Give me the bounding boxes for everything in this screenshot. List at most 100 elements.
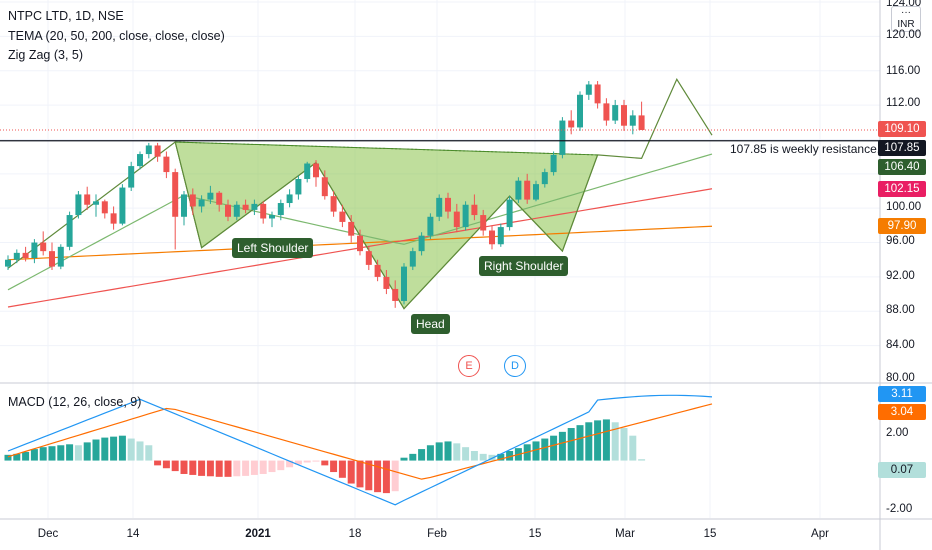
macd-histogram-bar [294, 460, 302, 465]
macd-histogram-bar [356, 460, 364, 488]
macd-histogram-bar [418, 449, 426, 461]
macd-legend[interactable]: MACD (12, 26, close, 9) [8, 395, 142, 409]
candle [348, 221, 355, 236]
y-tick-label: 100.00 [886, 201, 922, 213]
macd-histogram-bar [74, 445, 82, 461]
macd-histogram-bar [426, 445, 434, 461]
candle [286, 194, 293, 204]
macd-tick-label: 2.00 [886, 427, 909, 439]
macd-histogram-bar [30, 449, 38, 461]
x-tick-label: Apr [811, 528, 829, 540]
candle [339, 211, 346, 222]
signal-line [7, 403, 713, 480]
candle [515, 180, 522, 200]
candle [445, 197, 451, 212]
macd-histogram-bar [497, 453, 505, 461]
candle [75, 194, 82, 216]
candle [5, 259, 11, 267]
macd-histogram-bar [4, 454, 12, 461]
macd-histogram-bar [391, 460, 399, 492]
macd-histogram-bar [171, 460, 179, 472]
candle [313, 163, 319, 178]
macd-histogram-bar [611, 422, 619, 461]
x-tick-label: 15 [528, 528, 542, 540]
macd-histogram-bar [347, 460, 355, 484]
macd-histogram-bar [382, 460, 390, 494]
candle [295, 178, 302, 195]
candle [269, 215, 275, 219]
macd-histogram-bar [22, 451, 30, 461]
candle [489, 230, 495, 245]
macd-histogram-bar [532, 441, 540, 461]
candle [189, 194, 196, 207]
candle [251, 203, 258, 210]
currency-unit-label[interactable]: ··· INR [891, 6, 921, 32]
candle [471, 204, 478, 216]
macd-histogram-bar [48, 446, 56, 461]
candle [304, 163, 311, 179]
candle [462, 204, 469, 228]
macd-histogram-bar [558, 431, 566, 461]
candle [128, 166, 135, 188]
macd-histogram-bar [83, 442, 91, 461]
symbol-legend-title[interactable]: NTPC LTD, 1D, NSE [8, 9, 124, 23]
macd-histogram-bar [286, 460, 294, 468]
candle [207, 192, 214, 200]
macd-histogram-bar [242, 460, 250, 476]
macd-histogram-bar [462, 447, 470, 461]
x-tick-label: 18 [348, 528, 362, 540]
macd-histogram-bar [638, 459, 646, 461]
macd-histogram-bar [66, 444, 74, 461]
macd-histogram-bar [277, 460, 285, 471]
x-tick-label: Feb [427, 528, 447, 540]
candle [154, 145, 161, 157]
dividend-event-marker[interactable]: D [504, 355, 526, 377]
macd-histogram-bar [110, 436, 118, 461]
macd-histogram-bar [198, 460, 206, 476]
macd-histogram-bar [374, 460, 382, 493]
macd-histogram-bar [39, 447, 47, 461]
candle [612, 105, 619, 121]
macd-histogram-bar [629, 435, 637, 461]
resistance-price-tag: 107.85 [878, 140, 926, 156]
y-tick-label: 116.00 [886, 65, 921, 77]
macd-histogram-bar [576, 425, 584, 461]
candle [49, 251, 55, 267]
tema-legend[interactable]: TEMA (20, 50, 200, close, close, close) [8, 29, 225, 43]
macd-histogram-bar [435, 442, 443, 461]
x-tick-label: 14 [126, 528, 140, 540]
candle [594, 84, 601, 104]
last-price-tag: 109.10 [878, 121, 926, 137]
tema200-tag: 97.90 [878, 218, 926, 234]
macd-histogram-bar [620, 428, 628, 461]
candle [233, 204, 240, 217]
macd-value-tag: 3.11 [878, 386, 926, 402]
macd-histogram-bar [180, 460, 188, 474]
signal-value-tag: 3.04 [878, 404, 926, 420]
macd-histogram-bar [136, 441, 144, 461]
left-shoulder-label: Left Shoulder [232, 238, 314, 258]
macd-histogram-bar [567, 428, 575, 461]
macd-histogram-bar [400, 457, 408, 461]
macd-histogram-bar [409, 453, 417, 461]
candle [383, 276, 390, 289]
macd-histogram-bar [550, 435, 558, 461]
candle [550, 154, 557, 173]
candle [453, 211, 460, 228]
candle [427, 216, 434, 236]
y-tick-label: 84.00 [886, 339, 915, 351]
macd-histogram-bar [259, 460, 267, 474]
x-tick-label: Dec [37, 528, 59, 540]
macd-histogram-bar [118, 435, 126, 461]
candle [577, 94, 583, 128]
earnings-event-marker[interactable]: E [458, 355, 480, 377]
candle [22, 252, 29, 259]
candle [621, 105, 627, 126]
zigzag-legend[interactable]: Zig Zag (3, 5) [8, 48, 84, 62]
macd-histogram-bar [57, 445, 65, 461]
candle [638, 115, 645, 131]
macd-histogram-bar [602, 419, 610, 461]
candle [497, 227, 504, 245]
candle [330, 196, 337, 212]
